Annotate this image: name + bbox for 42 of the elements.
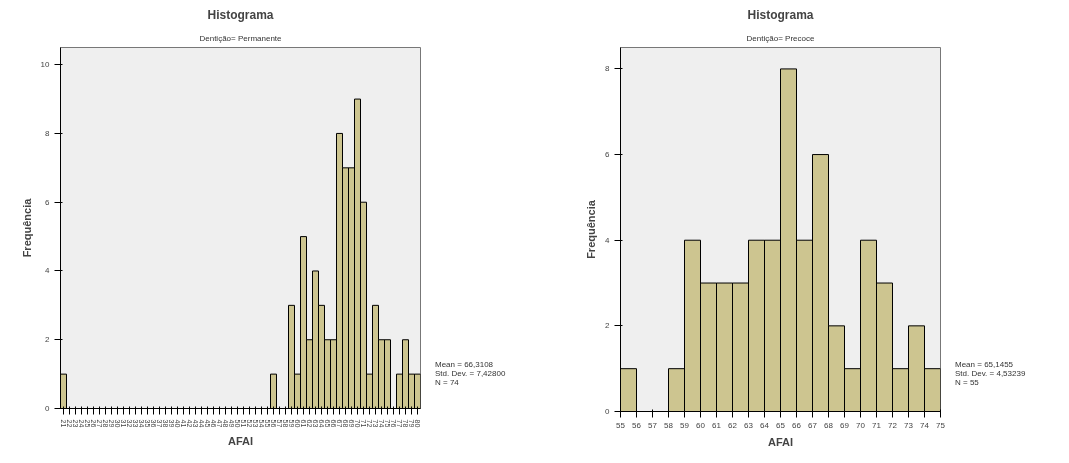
y-tick-label: 10 <box>40 60 51 70</box>
y-axis-title: Frequência <box>585 199 598 259</box>
y-tick-label: 4 <box>45 266 51 276</box>
x-tick-label: 67 <box>808 420 818 430</box>
x-axis-title: AFAI <box>227 435 254 448</box>
x-tick-label: 66 <box>792 420 802 430</box>
chart-subtitle: Dentição= Precoce <box>746 33 815 43</box>
x-tick-label: 55 <box>616 420 626 430</box>
y-tick-label: 4 <box>605 235 611 245</box>
y-tick-label: 6 <box>605 150 611 160</box>
y-tick-label: 6 <box>45 197 51 207</box>
y-tick-label: 2 <box>605 321 611 331</box>
chart-subtitle: Dentição= Permanente <box>199 33 283 43</box>
text: Mean = 66,3108 Std. Dev. = 7,42800 N = 74 <box>435 360 506 388</box>
x-tick-label: 74 <box>920 420 930 430</box>
y-tick-label: 0 <box>605 407 611 416</box>
x-tick-label: 69 <box>840 420 850 430</box>
x-tick-label: 62 <box>728 420 738 430</box>
y-tick-label: 8 <box>45 128 51 138</box>
chart-title: Histograma <box>747 7 814 22</box>
x-tick-label: 71 <box>872 420 882 430</box>
x-tick-label: 75 <box>936 420 946 430</box>
text: Mean = 65,1455 Std. Dev. = 4,53239 N = 55 <box>955 360 1026 388</box>
x-tick-label: 61 <box>712 420 722 430</box>
y-tick-label: 8 <box>605 64 611 74</box>
x-tick-label: 60 <box>696 420 706 430</box>
x-tick-label: 73 <box>904 420 914 430</box>
x-tick-label: 70 <box>856 420 866 430</box>
x-tick-label: 64 <box>760 420 770 430</box>
x-tick-label: 65 <box>776 420 786 430</box>
chart-title: Histograma <box>207 7 274 22</box>
x-tick-label: 58 <box>664 420 674 430</box>
x-tick-label: 72 <box>888 420 898 430</box>
x-tick-label: 63 <box>744 420 754 430</box>
x-axis-title: AFAI <box>767 435 794 448</box>
y-tick-label: 2 <box>45 335 51 345</box>
y-tick-label: 0 <box>45 404 51 413</box>
y-axis-title: Frequência <box>20 197 33 258</box>
x-tick-label: 59 <box>680 420 690 430</box>
x-tick-label: 56 <box>632 420 642 430</box>
x-tick-label: 57 <box>648 420 658 430</box>
x-tick-label: 68 <box>824 420 834 430</box>
